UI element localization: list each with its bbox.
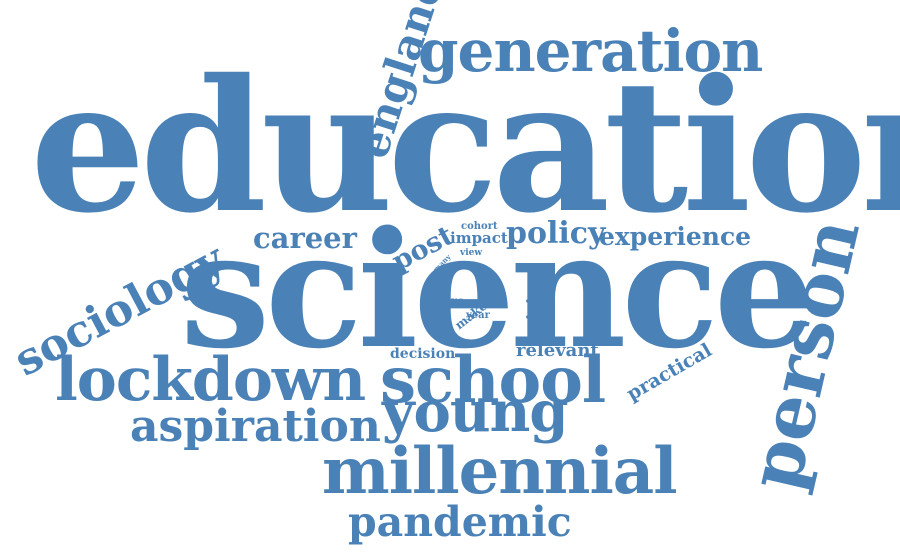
word-aspiration: aspiration [130,401,381,452]
word-young: young [382,379,568,445]
word-impact: impact [450,229,508,247]
word-school: school [380,343,606,418]
word-year: year [466,310,490,321]
word-generation: generation [418,17,763,85]
word-science: science [180,196,816,384]
word-career: career [253,221,357,255]
word-vision: vision [524,273,544,330]
word-millennial: millennial [322,434,678,509]
word-life: life [478,266,489,273]
word-view: view [460,248,483,258]
word-education: education [30,39,900,253]
word-policy: policy [506,216,606,251]
word-lockdown: lockdown [55,345,366,415]
word-cohort: cohort [461,221,498,232]
word-pandemic: pandemic [348,498,572,546]
word-relevant: relevant [516,340,599,361]
word-experience: experience [599,222,752,251]
word-decision: decision [390,346,456,362]
word-more: more [430,294,465,308]
